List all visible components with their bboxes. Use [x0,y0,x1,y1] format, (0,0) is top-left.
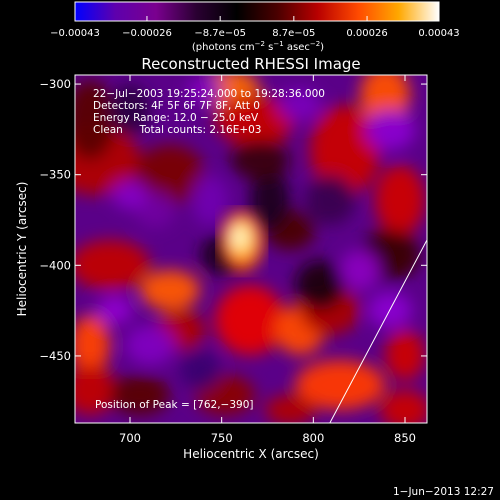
y-tick-label: −350 [39,168,71,182]
annotation-time-range: 22−Jul−2003 19:25:24.000 to 19:28:36.000 [93,88,325,100]
x-tick-label: 800 [302,431,324,445]
colorbar [74,1,440,22]
colorbar-tick-label: −8.7e−05 [194,28,246,39]
peak-source [219,211,264,272]
x-tick-label: 700 [119,431,141,445]
y-tick-label: −450 [39,349,71,363]
colorbar-units: (photons cm−2 s−1 asec−2) [192,40,324,53]
colorbar-tick-label: 0.00043 [418,28,459,39]
colorbar-ticks: −0.00043 −0.00026 −8.7e−05 8.7e−05 0.00026 0.… [50,16,460,39]
colorbar-tick-label: −0.00026 [122,28,172,39]
x-axis-ticks: 700 750 800 850 [119,75,416,445]
annotation-energy-range: Energy Range: 12.0 − 25.0 keV [93,112,259,124]
timestamp: 1−Jun−2013 12:27 [393,486,494,498]
colorbar-tick-label: 8.7e−05 [272,28,315,39]
plot-frame [74,74,428,424]
y-axis-ticks: −300 −350 −400 −450 [39,77,427,363]
annotation-detectors: Detectors: 4F 5F 6F 7F 8F, Att 0 [93,100,260,112]
y-tick-label: −400 [39,258,71,272]
y-axis-label: Heliocentric Y (arcsec) [15,182,29,317]
solar-limb-line [329,239,427,423]
colorbar-tick-label: 0.00026 [346,28,387,39]
x-axis-label: Heliocentric X (arcsec) [183,447,319,461]
x-tick-label: 850 [394,431,416,445]
peak-position-label: Position of Peak = [762,−390] [95,399,254,411]
heatmap-image [75,75,427,423]
y-tick-label: −300 [39,77,71,91]
annotation-counts: Clean Total counts: 2.16E+03 [93,124,262,136]
x-tick-label: 750 [211,431,233,445]
chart-title: Reconstructed RHESSI Image [141,55,360,73]
colorbar-tick-label: −0.00043 [50,28,100,39]
